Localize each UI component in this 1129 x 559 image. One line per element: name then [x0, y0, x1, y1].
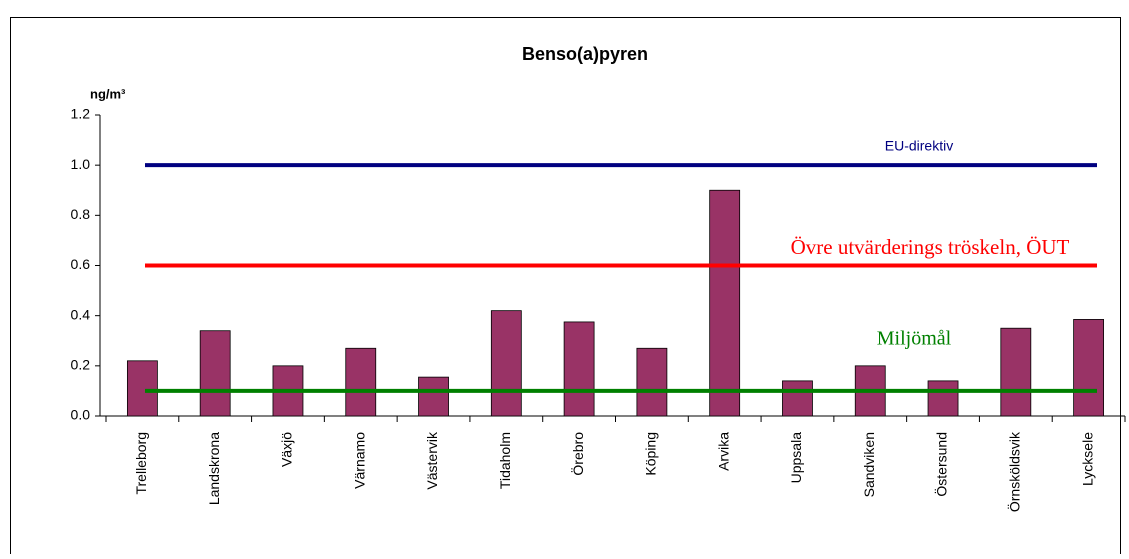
bar [709, 189, 741, 417]
x-tick-label: Köping [643, 432, 659, 476]
bar [563, 321, 595, 417]
y-tick-label: 0.2 [71, 357, 91, 373]
y-tick-label: 0.0 [71, 407, 91, 423]
bar [927, 380, 959, 417]
bar [636, 347, 668, 417]
reference-label: EU-direktiv [885, 138, 953, 154]
x-tick-label: Växjö [279, 432, 295, 467]
x-tick-label: Örebro [569, 432, 586, 476]
x-tick-label: Lycksele [1079, 432, 1095, 486]
y-axis-label: ng/m³ [90, 86, 126, 101]
bar [418, 376, 449, 417]
y-tick-label: 0.6 [71, 256, 91, 272]
bar [345, 347, 377, 417]
x-tick-label: Uppsala [788, 432, 804, 484]
x-tick-label: Sandviken [861, 432, 877, 497]
reference-label: Miljömål [877, 328, 952, 350]
y-tick-label: 0.4 [71, 306, 91, 322]
x-tick-label: Örnsköldsvik [1006, 431, 1023, 512]
reference-label: Övre utvärderings tröskeln, ÖUT [791, 235, 1070, 259]
x-tick-label: Västervik [424, 431, 440, 490]
bar [1073, 319, 1105, 417]
y-tick-label: 1.2 [71, 106, 91, 122]
chart-title: Benso(a)pyren [522, 44, 648, 64]
x-tick-label: Tidaholm [497, 432, 513, 489]
x-tick-label: Landskrona [206, 432, 222, 505]
bar [126, 360, 158, 417]
y-tick-label: 1.0 [71, 156, 91, 172]
bar [1000, 327, 1032, 417]
bar [782, 380, 813, 417]
x-tick-label: Värnamo [351, 432, 367, 489]
x-tick-label: Östersund [933, 432, 950, 497]
y-tick-label: 0.8 [71, 206, 91, 222]
bar [490, 310, 522, 417]
bar [199, 330, 231, 417]
chart-frame [10, 17, 1121, 559]
x-tick-label: Trelleborg [133, 432, 149, 495]
x-tick-label: Arvika [715, 432, 731, 471]
